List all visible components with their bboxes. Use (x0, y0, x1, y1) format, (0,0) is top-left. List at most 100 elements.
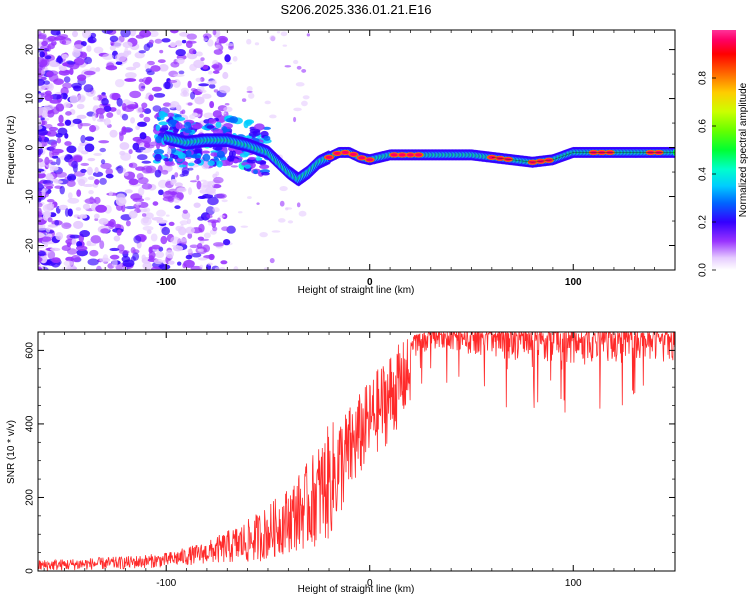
spectrogram-speckle (78, 214, 88, 219)
spectrogram-speckle (38, 202, 43, 208)
spectrogram-speckle (138, 82, 146, 92)
spectrogram-speckle (79, 122, 91, 127)
spectrogram-speckle (200, 179, 207, 182)
spectrogram-speckle (189, 180, 198, 183)
spectrogram-speckle (128, 162, 138, 169)
spectrogram-speckle (76, 249, 88, 257)
spectrogram-speckle (132, 197, 145, 203)
spectrogram-blob (166, 112, 175, 118)
snr-frame (37, 331, 676, 572)
spectrogram-hotspot-core (398, 153, 406, 157)
spectrogram-speckle (101, 97, 109, 106)
spectrogram-speckle (58, 114, 64, 124)
spectrogram-speckle (298, 210, 307, 217)
spectrogram-ridge-line (491, 152, 675, 163)
spectrogram-speckle (111, 258, 118, 268)
spectrogram-speckle (197, 242, 203, 250)
spectrogram-speckle (130, 246, 136, 254)
spectrogram-speckle (49, 247, 61, 252)
spectrogram-speckle (72, 155, 83, 163)
spectrogram-speckle (98, 218, 109, 225)
spectrogram-speckle (141, 183, 153, 190)
spectrogram-speckle (61, 53, 69, 60)
spectrogram-speckle (109, 35, 119, 42)
spectrogram-speckle (77, 144, 84, 153)
spectrogram-speckle (45, 175, 55, 180)
spectrogram-speckle (225, 62, 232, 65)
spectrogram-speckle (92, 171, 104, 177)
spectrogram-speckle (75, 245, 88, 251)
spectrogram-speckle (141, 213, 147, 217)
spectrogram-speckle (38, 34, 47, 40)
spectrogram-speckle (187, 248, 193, 254)
spectrogram-speckle (44, 55, 52, 60)
spectrogram-speckle (125, 205, 136, 210)
spectrogram-blob (153, 148, 165, 155)
spectrogram-speckle (173, 73, 185, 77)
spectrogram-speckle (168, 260, 175, 265)
spectrogram-blob (208, 118, 217, 124)
spectrogram-speckle (120, 152, 132, 161)
spectrogram-speckle (109, 92, 119, 100)
spectrogram-speckle (86, 166, 93, 176)
spectrogram-speckle (76, 94, 86, 103)
spectrogram-speckle (41, 69, 46, 75)
spectrogram-speckle (38, 118, 42, 127)
spectrogram-speckle (132, 61, 141, 69)
spectrogram-speckle (38, 147, 44, 156)
spectrogram-speckle (123, 50, 130, 58)
spectrogram-speckle (256, 202, 260, 205)
spectrogram-speckle (55, 231, 64, 241)
spectrogram-speckle (301, 100, 308, 107)
spectrogram-speckle (102, 53, 114, 60)
spectrogram-speckle (141, 165, 153, 174)
spectrogram-speckle (179, 220, 189, 226)
chart-title: S206.2025.336.01.21.E16 (280, 2, 431, 17)
spectrogram-hotspot-core (333, 151, 341, 156)
spectrogram-speckle (280, 31, 288, 37)
spectrogram-speckle (76, 189, 82, 197)
spectrogram-speckle (105, 168, 114, 175)
spectrogram-speckle (170, 30, 179, 34)
spectrogram-speckle (193, 202, 201, 208)
spectrogram-blob (163, 158, 171, 162)
spectrogram-speckle (49, 203, 55, 209)
spectrogram-speckle (92, 96, 99, 101)
spectrogram-speckle (165, 190, 171, 195)
spectrogram-speckle (46, 198, 55, 203)
spectrogram-speckle (202, 93, 212, 99)
spectrogram-blob (155, 135, 163, 144)
spectrogram-speckle (78, 51, 87, 59)
spectrogram-speckle (38, 207, 42, 216)
spectrogram-speckle (137, 121, 147, 127)
spectrogram-speckle (174, 172, 179, 178)
spectrogram-speckle (182, 209, 188, 214)
spectrogram-speckle (44, 156, 50, 166)
spectrogram-speckle (180, 223, 184, 229)
spectrogram-speckle (80, 134, 86, 144)
spectrogram-hotspot-core (406, 153, 414, 157)
spectrogram-speckle (99, 147, 107, 153)
spectrogram-speckle (142, 216, 149, 224)
spectrogram-speckle (133, 235, 142, 244)
spectrogram-speckle (113, 235, 121, 242)
spectrogram-speckle (129, 30, 137, 37)
spectrogram-speckle (89, 125, 97, 133)
spectrogram-speckle (139, 113, 144, 118)
spectrogram-blob (206, 125, 215, 129)
spectrogram-speckle (173, 197, 180, 204)
spectrogram-speckle (84, 143, 95, 152)
spectrogram-speckle (190, 265, 203, 270)
spectrogram-speckle (38, 94, 42, 98)
spectrogram-speckle (47, 217, 53, 223)
spectrogram-speckle (66, 179, 76, 188)
spectrogram-speckle (86, 45, 92, 52)
spectrogram-speckle (233, 266, 239, 270)
spectrogram-speckle (185, 254, 193, 260)
spectrogram-speckle (211, 64, 220, 69)
spectrogram-speckle (38, 226, 47, 231)
spectrogram-speckle (215, 38, 220, 44)
spectrogram-speckle (175, 48, 186, 57)
spectrogram-speckle (212, 79, 217, 84)
colorbar: 0.0 0.2 0.4 0.6 0.8 Normalized spectral ampl… (698, 30, 749, 277)
